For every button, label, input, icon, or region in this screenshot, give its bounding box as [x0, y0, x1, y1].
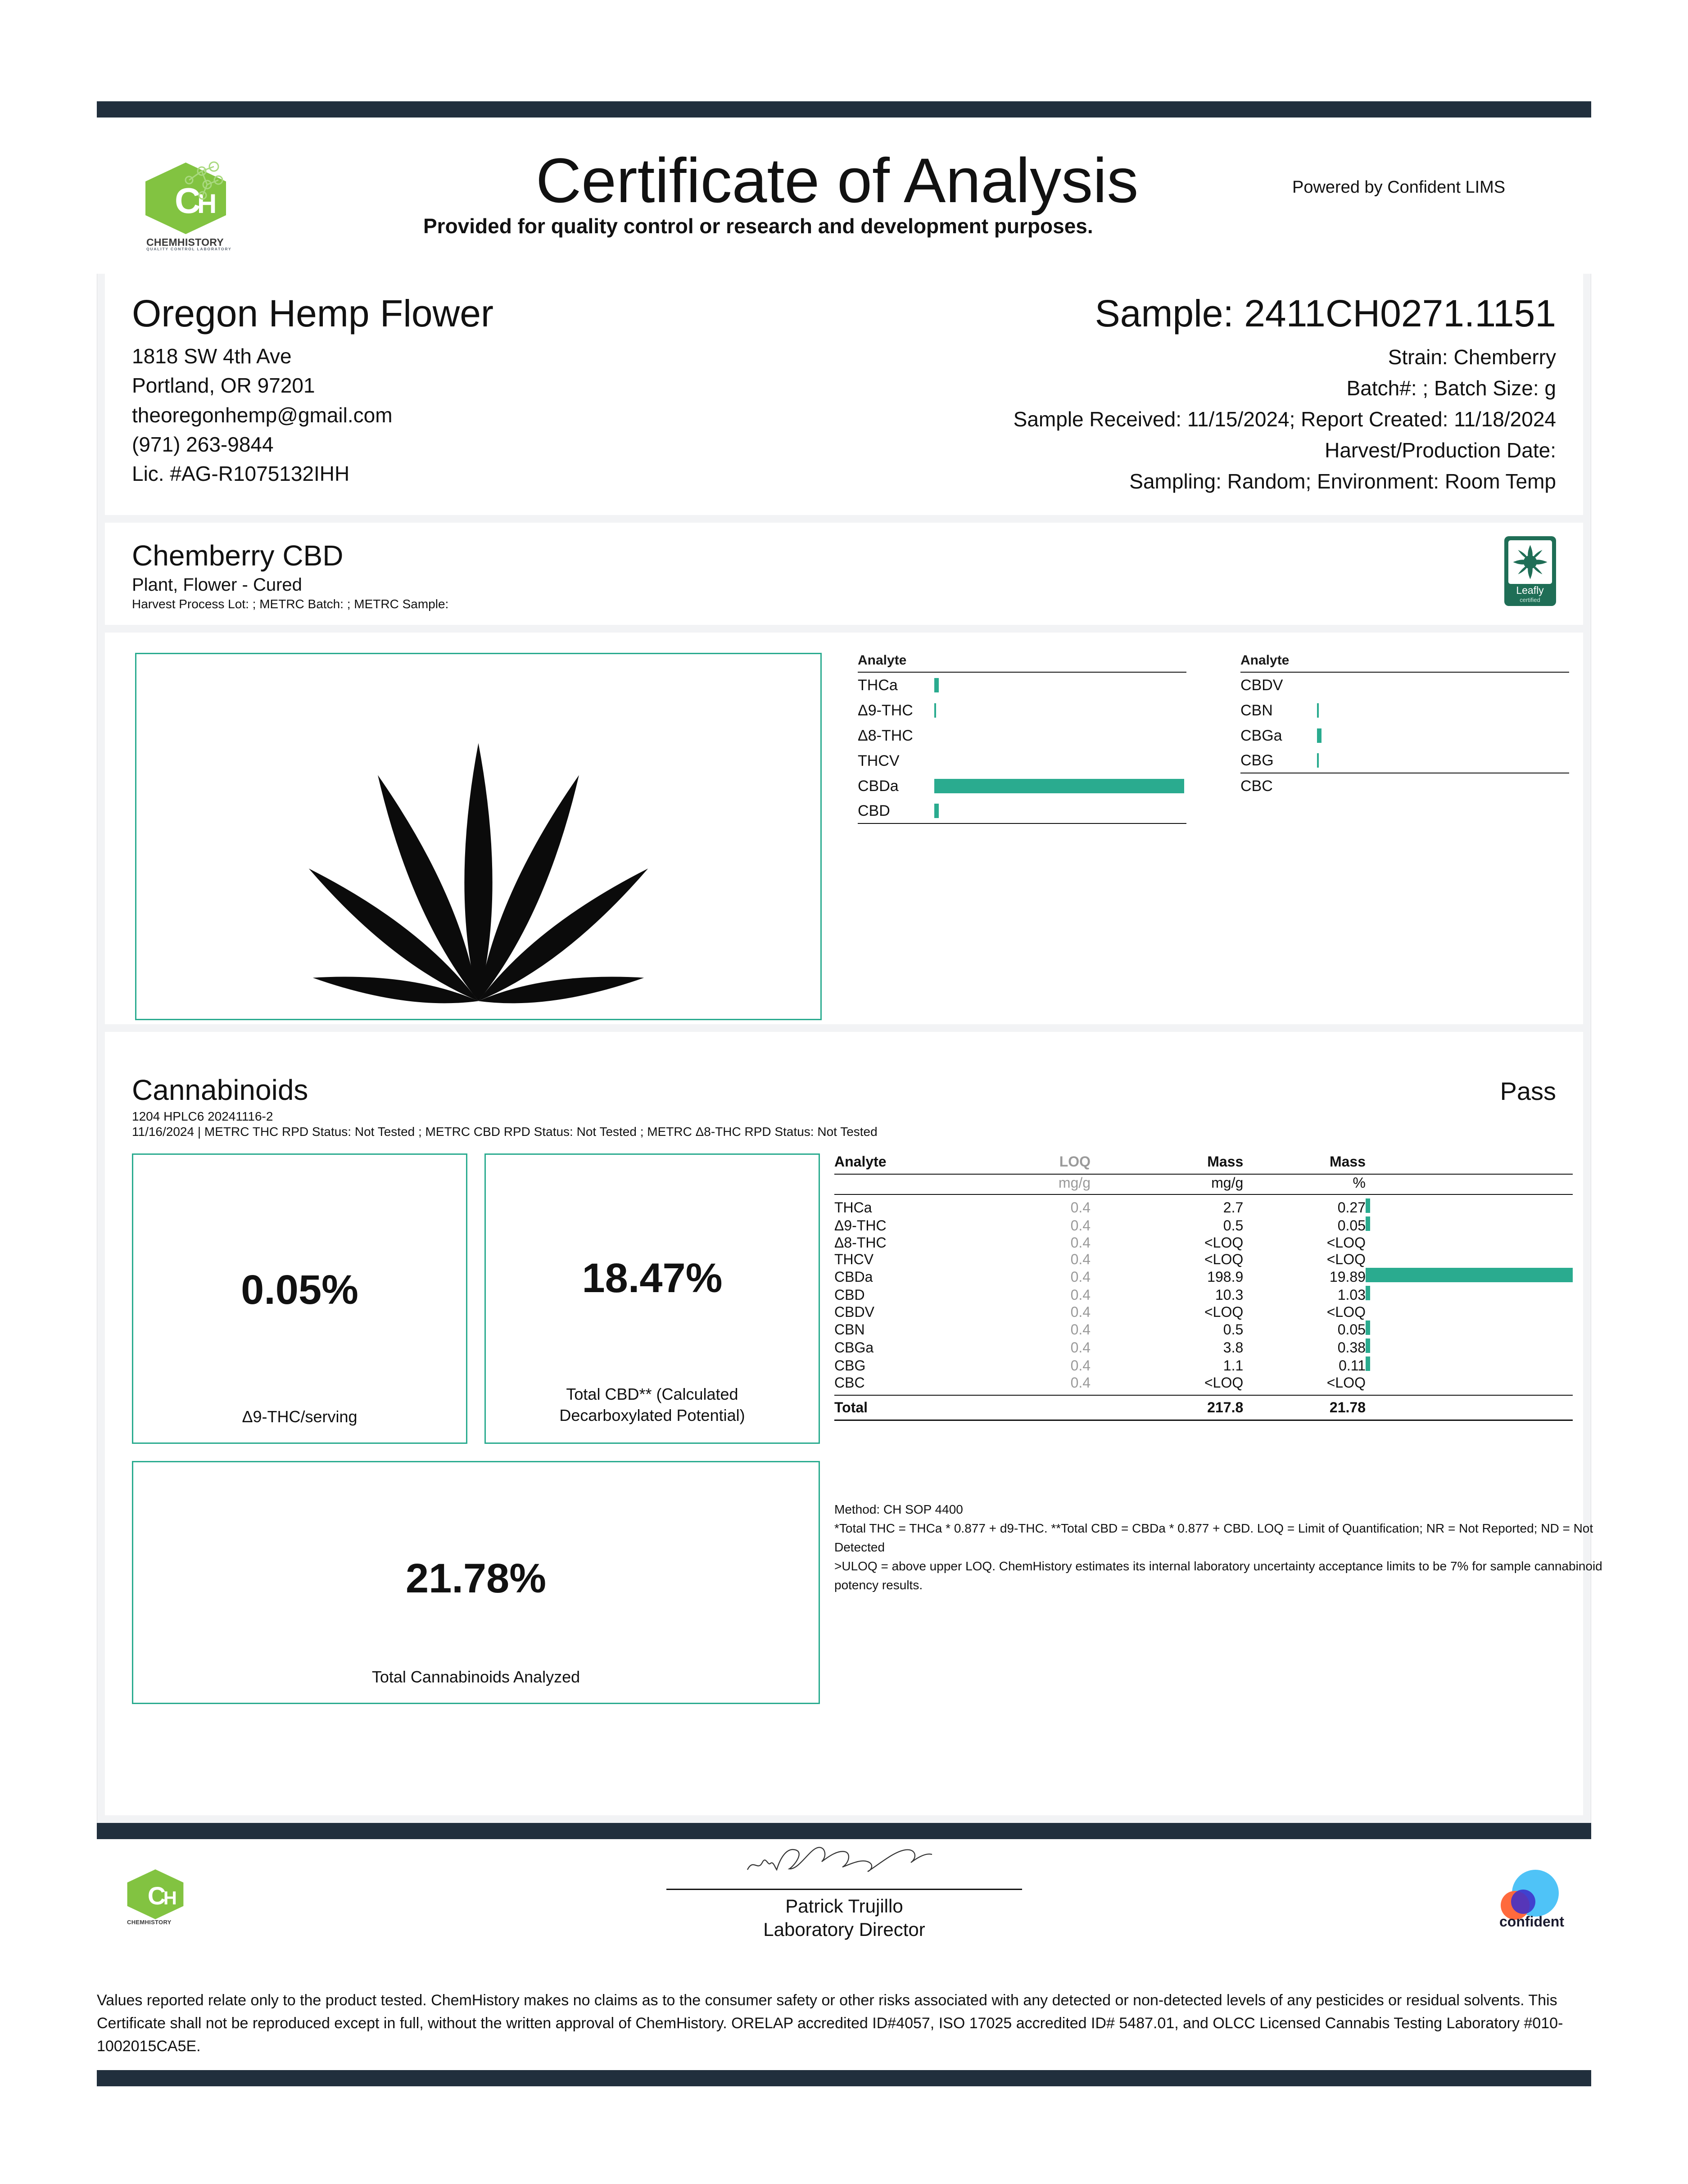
svg-text:Leafly: Leafly — [1516, 584, 1544, 596]
svg-text:H: H — [163, 1887, 177, 1908]
svg-text:certified: certified — [1520, 597, 1540, 603]
